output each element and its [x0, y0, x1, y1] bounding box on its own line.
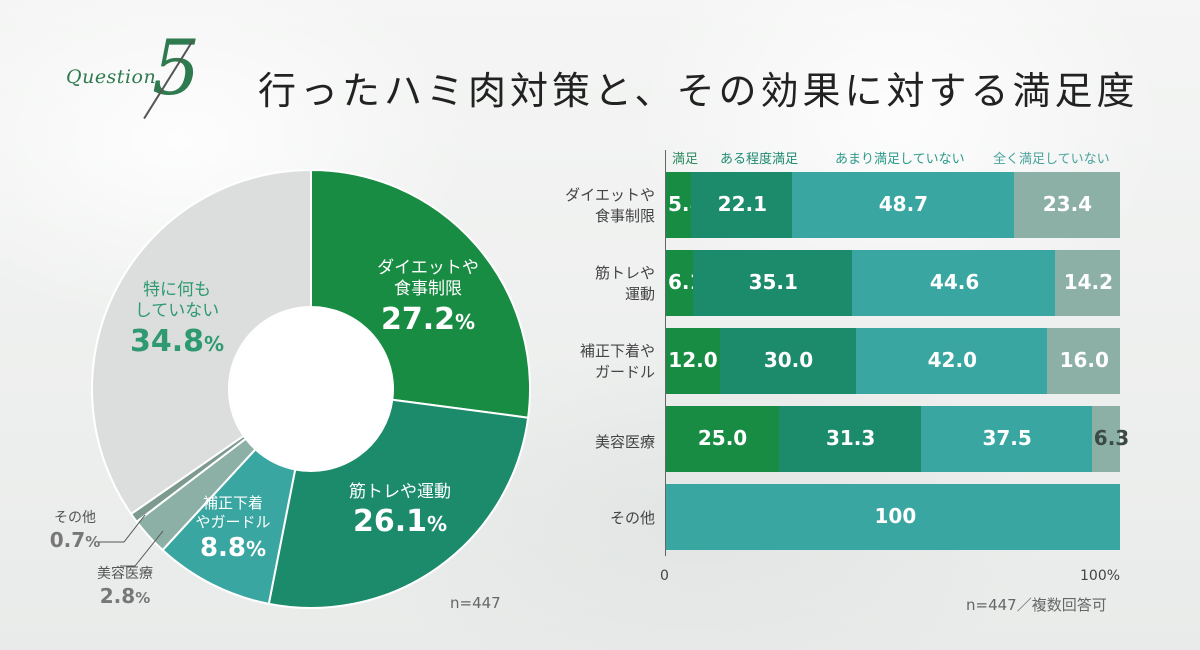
- donut-slice-nothing: [91, 168, 312, 516]
- category-other: その他: [609, 509, 655, 527]
- donut-name-girdle: 補正下着 やガードル: [195, 494, 271, 531]
- donut-value-girdle: 8.8: [199, 532, 246, 563]
- donut-value-nothing: 34.8: [129, 323, 204, 359]
- bar-segment-cosmetic-not-very: [921, 406, 1092, 472]
- axis-tick-0: 0: [660, 568, 669, 584]
- bar-row-cosmetic: 25.0 31.3 37.5 6.3: [665, 406, 1129, 472]
- donut-unit-nothing: %: [203, 331, 225, 356]
- bar-segment-diet-satisfied: [665, 172, 692, 238]
- question-word: Question: [66, 66, 157, 88]
- bar-sample-note: n=447／複数回答可: [966, 596, 1107, 614]
- donut-unit-diet: %: [454, 309, 476, 334]
- legend-satisfied: 満足: [672, 152, 699, 167]
- bar-row-girdle: 12.0 30.0 42.0 16.0: [665, 328, 1120, 394]
- donut-slice-diet: [310, 168, 531, 419]
- donut-unit-exercise: %: [426, 512, 448, 537]
- donut-label-nothing: 特に何も していない 34.8%: [112, 280, 242, 360]
- category-girdle: 補正下着や ガードル: [579, 342, 655, 381]
- donut-unit-girdle: %: [246, 536, 267, 561]
- y-axis-line: [665, 150, 666, 556]
- donut-value-exercise: 26.1: [352, 504, 427, 540]
- bar-label-exercise-somewhat: 35.1: [748, 270, 798, 294]
- bar-segment-exercise-somewhat: [692, 250, 853, 316]
- bar-segment-diet-not-at-all: [1013, 172, 1120, 238]
- donut-name-nothing: 特に何も していない: [134, 280, 220, 322]
- bar-segment-cosmetic-not-at-all: [1091, 406, 1121, 472]
- bar-label-girdle-not-at-all: 16.0: [1059, 348, 1109, 372]
- donut-name-exercise: 筋トレや運動: [349, 482, 451, 502]
- bar-label-girdle-not-very: 42.0: [927, 348, 977, 372]
- bar-segment-diet-somewhat: [691, 172, 792, 238]
- page-title: 行ったハミ肉対策と、その効果に対する満足度: [258, 69, 1139, 113]
- bar-segment-girdle-not-very: [856, 328, 1048, 394]
- bar-row-exercise: 6.1 35.1 44.6 14.2: [665, 250, 1120, 316]
- donut-unit-other: %: [85, 532, 101, 551]
- bar-segment-cosmetic-somewhat: [778, 406, 922, 472]
- bar-segment-other-satisfied: [665, 484, 1120, 550]
- category-diet: ダイエットや 食事制限: [565, 186, 655, 225]
- donut-name-other: その他: [54, 510, 96, 526]
- donut-label-other: その他 0.7%: [40, 510, 110, 553]
- bar-segment-exercise-not-very: [852, 250, 1056, 316]
- donut-label-girdle: 補正下着 やガードル 8.8%: [178, 494, 288, 564]
- donut-hole: [230, 308, 392, 470]
- bar-row-other: 100: [665, 484, 1120, 550]
- donut-name-diet: ダイエットや 食事制限: [377, 258, 479, 300]
- bar-label-exercise-not-very: 44.6: [929, 270, 980, 294]
- bar-segment-diet-not-very: [791, 172, 1014, 238]
- bar-label-other-satisfied: 100: [874, 504, 917, 528]
- leader-line-other: [97, 514, 146, 543]
- donut-name-cosmetic: 美容医療: [97, 566, 153, 582]
- bar-label-diet-not-at-all: 23.4: [1042, 192, 1093, 216]
- bar-segment-exercise-satisfied: [665, 250, 693, 316]
- donut-label-exercise: 筋トレや運動 26.1%: [330, 482, 470, 541]
- leader-line-cosmetic: [120, 530, 164, 567]
- bar-label-girdle-satisfied: 12.0: [668, 348, 718, 372]
- donut-chart: [91, 168, 531, 609]
- bar-label-cosmetic-somewhat: 31.3: [825, 426, 876, 450]
- bar-segment-exercise-not-at-all: [1055, 250, 1120, 316]
- donut-sample-note: n=447: [450, 594, 501, 612]
- donut-value-diet: 27.2: [380, 301, 455, 337]
- category-exercise: 筋トレや 運動: [594, 264, 655, 303]
- legend-somewhat-satisfied: ある程度満足: [720, 152, 799, 167]
- bar-label-diet-not-very: 48.7: [878, 192, 929, 216]
- bar-label-cosmetic-not-very: 37.5: [982, 426, 1032, 450]
- donut-label-diet: ダイエットや 食事制限 27.2%: [358, 258, 498, 338]
- axis-tick-100: 100%: [1080, 568, 1121, 584]
- bar-row-diet: 5.8 22.1 48.7 23.4: [665, 172, 1120, 238]
- donut-slice-exercise: [267, 398, 530, 609]
- donut-value-other: 0.7: [49, 527, 86, 552]
- bar-label-cosmetic-satisfied: 25.0: [697, 426, 748, 450]
- bar-segment-girdle-somewhat: [719, 328, 857, 394]
- bar-label-diet-somewhat: 22.1: [717, 192, 768, 216]
- donut-value-cosmetic: 2.8: [99, 583, 136, 608]
- bar-label-girdle-somewhat: 30.0: [763, 348, 814, 372]
- bar-segment-cosmetic-satisfied: [665, 406, 779, 472]
- bar-label-cosmetic-not-at-all: 6.3: [1093, 426, 1130, 450]
- donut-unit-cosmetic: %: [135, 588, 151, 607]
- bar-segment-girdle-satisfied: [665, 328, 720, 394]
- donut-label-cosmetic: 美容医療 2.8%: [88, 566, 162, 609]
- bar-segment-girdle-not-at-all: [1047, 328, 1120, 394]
- legend-not-satisfied: 全く満足していない: [993, 152, 1110, 167]
- bar-label-exercise-not-at-all: 14.2: [1063, 270, 1114, 294]
- category-cosmetic: 美容医療: [594, 433, 655, 451]
- legend-not-very-satisfied: あまり満足していない: [835, 152, 965, 167]
